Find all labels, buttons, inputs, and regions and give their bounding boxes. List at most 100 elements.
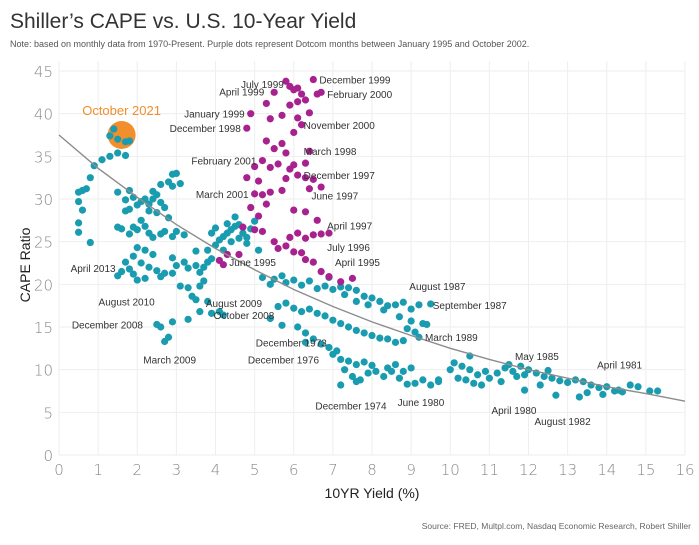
data-point bbox=[313, 309, 321, 317]
point-annotation: December 1998 bbox=[170, 124, 242, 135]
data-point bbox=[74, 188, 83, 196]
point-annotation: April 1980 bbox=[491, 406, 536, 417]
y-tick-label: 25 bbox=[34, 234, 53, 252]
data-point bbox=[411, 328, 419, 336]
y-axis-ticks: 0 5 10 15 20 25 30 35 40 45 bbox=[34, 63, 53, 465]
data-point bbox=[337, 381, 345, 389]
data-point bbox=[446, 366, 454, 374]
data-point bbox=[270, 238, 278, 246]
point-annotation: December 1997 bbox=[304, 171, 376, 182]
data-point bbox=[239, 223, 247, 231]
point-annotation: August 1987 bbox=[409, 282, 466, 293]
point-annotation: December 1974 bbox=[315, 402, 387, 413]
data-point bbox=[368, 361, 376, 369]
x-tick-label: 6 bbox=[289, 461, 299, 479]
data-point bbox=[219, 311, 227, 319]
data-point bbox=[196, 308, 204, 316]
data-point bbox=[258, 191, 267, 199]
x-tick-label: 15 bbox=[636, 461, 655, 479]
data-point bbox=[477, 381, 486, 389]
data-point bbox=[207, 229, 216, 237]
data-point bbox=[262, 200, 270, 208]
data-point bbox=[384, 364, 392, 372]
point-annotation: November 2000 bbox=[304, 121, 376, 132]
data-point bbox=[184, 264, 192, 272]
data-point bbox=[286, 165, 294, 173]
data-point bbox=[149, 233, 157, 241]
point-annotation: March 1998 bbox=[304, 147, 357, 158]
data-point bbox=[258, 227, 267, 236]
y-tick-label: 5 bbox=[43, 404, 53, 422]
data-point bbox=[278, 186, 286, 195]
data-point bbox=[352, 326, 360, 335]
x-tick-label: 5 bbox=[250, 461, 260, 479]
data-point bbox=[247, 203, 255, 212]
point-annotation: September 1987 bbox=[433, 301, 507, 312]
data-point bbox=[297, 249, 306, 257]
x-tick-label: 9 bbox=[406, 461, 416, 479]
data-point bbox=[204, 297, 212, 305]
data-point bbox=[157, 180, 165, 189]
annotations: July 1999 December 1999 April 1999 February… bbox=[71, 76, 643, 428]
data-point bbox=[243, 124, 251, 132]
data-point bbox=[294, 98, 302, 106]
x-tick-label: 13 bbox=[558, 461, 577, 479]
data-point bbox=[125, 137, 134, 145]
x-tick-label: 1 bbox=[93, 461, 103, 479]
data-point bbox=[262, 99, 270, 108]
data-point bbox=[286, 101, 294, 109]
data-point bbox=[114, 149, 122, 157]
point-annotation: March 2009 bbox=[143, 355, 196, 366]
data-point bbox=[450, 359, 458, 367]
data-point bbox=[564, 378, 572, 387]
data-point bbox=[380, 372, 388, 381]
data-point bbox=[141, 274, 149, 282]
data-point bbox=[364, 369, 372, 377]
data-point bbox=[301, 174, 310, 182]
data-point bbox=[254, 246, 263, 254]
x-tick-label: 4 bbox=[211, 461, 221, 479]
data-point bbox=[251, 162, 259, 171]
data-point bbox=[235, 234, 243, 242]
data-point bbox=[192, 247, 200, 255]
x-axis-ticks: 0 1 2 3 4 5 6 7 8 9 10 11 12 13 14 15 16 bbox=[54, 461, 694, 479]
data-point bbox=[157, 323, 165, 331]
data-point bbox=[654, 387, 662, 395]
data-point bbox=[145, 207, 153, 215]
data-point bbox=[329, 350, 337, 358]
point-annotation: April 1981 bbox=[597, 361, 642, 372]
data-point bbox=[231, 213, 239, 221]
data-point bbox=[243, 239, 251, 247]
data-point bbox=[176, 180, 184, 188]
data-point bbox=[360, 292, 368, 300]
x-tick-label: 12 bbox=[519, 461, 538, 479]
data-point bbox=[251, 226, 259, 234]
data-point bbox=[290, 206, 298, 214]
point-annotation: April 1997 bbox=[327, 221, 372, 232]
point-annotation: February 2000 bbox=[327, 90, 392, 101]
data-point bbox=[114, 223, 122, 231]
data-point bbox=[399, 298, 407, 306]
point-annotation: March 2001 bbox=[196, 190, 249, 201]
data-point bbox=[297, 90, 306, 98]
chart-title: Shiller’s CAPE vs. U.S. 10-Year Yield bbox=[10, 10, 357, 33]
data-point bbox=[419, 376, 427, 384]
data-point bbox=[121, 258, 130, 266]
data-point bbox=[286, 233, 294, 241]
chart-subtitle: Note: based on monthly data from 1970-Pr… bbox=[10, 39, 530, 49]
data-point bbox=[301, 234, 310, 242]
data-point bbox=[133, 244, 141, 252]
data-point bbox=[137, 259, 145, 267]
data-point bbox=[540, 372, 548, 381]
data-point bbox=[133, 276, 141, 284]
data-point bbox=[223, 220, 231, 228]
data-point bbox=[149, 250, 157, 259]
data-point bbox=[520, 371, 529, 379]
data-point bbox=[168, 269, 177, 277]
data-point bbox=[247, 110, 255, 118]
data-point bbox=[168, 232, 177, 241]
data-point bbox=[78, 206, 87, 214]
data-point bbox=[290, 276, 298, 284]
data-point bbox=[462, 376, 470, 384]
